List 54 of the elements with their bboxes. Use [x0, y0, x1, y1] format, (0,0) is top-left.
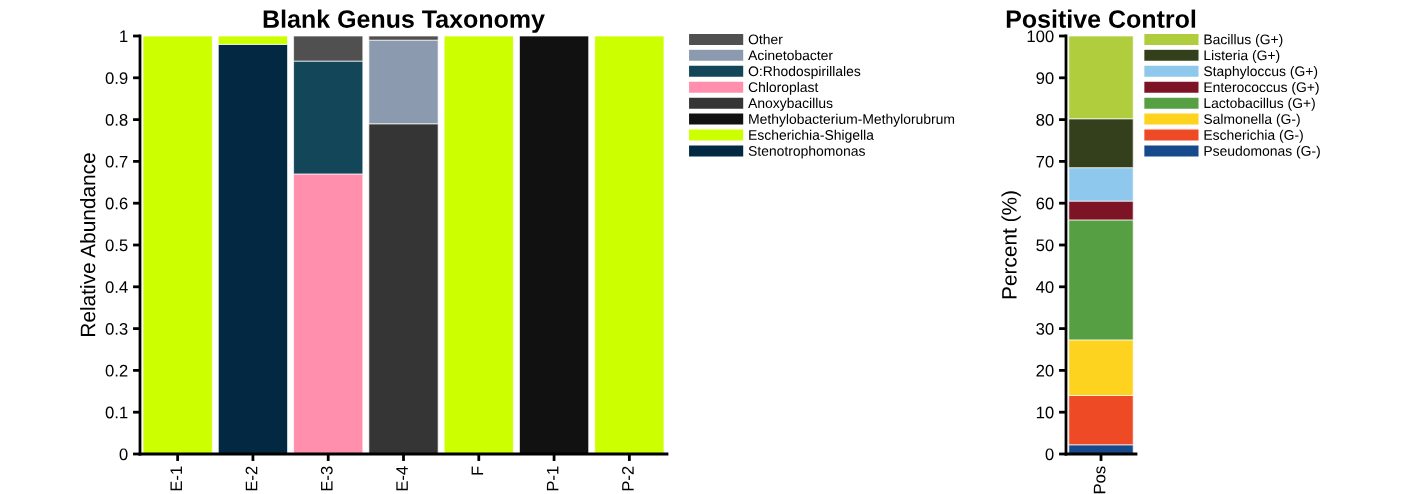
- legend-label: Other: [748, 34, 783, 45]
- legend-label: O:Rhodospirillales: [748, 65, 861, 79]
- y-tick-label: 90: [1036, 72, 1054, 84]
- y-tick-label: 40: [1036, 281, 1054, 293]
- y-tick-label: 0.9: [105, 72, 128, 84]
- legend-label: Anoxybacillus: [748, 97, 833, 111]
- x-tick-label: E-1: [170, 466, 182, 491]
- y-tick-label: 0: [1045, 448, 1054, 461]
- x-tick-label: E-3: [320, 466, 333, 491]
- legend-label: Methylobacterium-Methylorubrum: [749, 113, 955, 127]
- y-tick-label: 0.5: [105, 239, 128, 252]
- y-tick-label: 0.6: [105, 197, 128, 210]
- y-tick-label: 10: [1036, 406, 1054, 419]
- y-tick-label: 50: [1036, 239, 1054, 252]
- legend-label: Lactobacillus (G+): [1204, 97, 1315, 111]
- legend-label: Escherichia (G-): [1204, 129, 1303, 143]
- bar: [142, 36, 213, 454]
- x-tick-label: E-4: [396, 466, 408, 491]
- y-tick-label: 0.7: [105, 155, 128, 168]
- y-tick-label: 70: [1036, 155, 1054, 168]
- bar: [443, 36, 514, 454]
- x-tick-label: E-2: [245, 466, 258, 491]
- x-tick-label: P-1: [546, 466, 559, 491]
- chart-title: Blank Genus Taxonomy: [263, 9, 545, 33]
- legend-label: Bacillus (G+): [1204, 34, 1283, 48]
- y-tick-label: 20: [1036, 364, 1054, 377]
- y-tick-label: 60: [1036, 197, 1054, 210]
- bar: [519, 36, 590, 454]
- y-tick-label: 0.3: [105, 323, 128, 335]
- legend-label: Staphyloccus (G+): [1204, 65, 1318, 79]
- chart-title: Positive Control: [1006, 9, 1196, 28]
- legend-label: Salmonella (G-): [1204, 113, 1300, 127]
- y-axis-title: Percent (%): [1001, 191, 1021, 299]
- legend-label: Pseudomonas (G-): [1204, 145, 1320, 159]
- legend-label: Listeria (G+): [1204, 50, 1280, 63]
- legend-label: Stenotrophomonas: [748, 145, 865, 159]
- x-tick-label: P-2: [622, 466, 634, 491]
- x-tick-label: F: [471, 466, 484, 475]
- y-tick-label: 80: [1036, 114, 1054, 126]
- x-tick-label: Pos: [1093, 466, 1106, 494]
- y-tick-label: 0: [119, 448, 128, 461]
- y-tick-label: 0.4: [105, 281, 128, 293]
- y-tick-label: 0.2: [105, 364, 128, 377]
- y-tick-label: 1: [120, 30, 128, 43]
- legend-label: Chloroplast: [748, 81, 819, 95]
- legend-label: Acinetobacter: [748, 50, 833, 61]
- legend-label: Enterococcus (G+): [1204, 81, 1319, 95]
- y-axis-title: Relative Abundance: [80, 153, 96, 336]
- y-tick-label: 100: [1027, 30, 1054, 43]
- legend-label: Escherichia-Shigella: [749, 129, 874, 143]
- y-tick-label: 30: [1036, 323, 1054, 335]
- y-tick-label: 0.8: [105, 114, 128, 126]
- y-tick-label: 0.1: [105, 406, 128, 419]
- bar: [594, 36, 665, 454]
